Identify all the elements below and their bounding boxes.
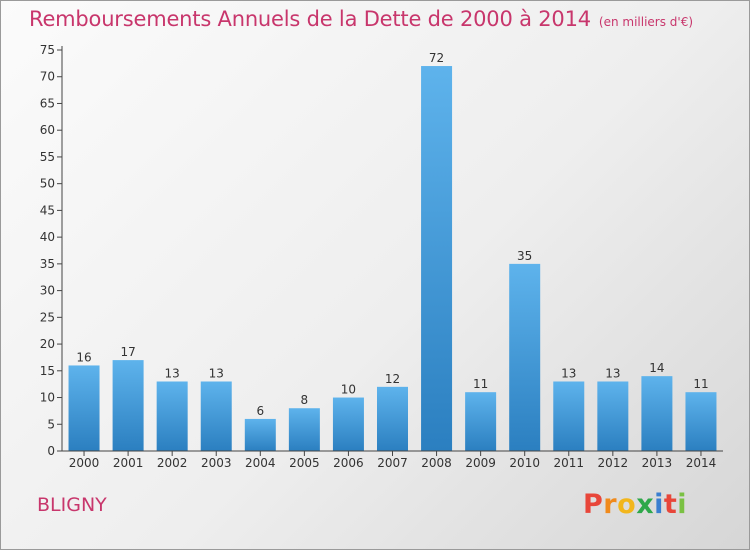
y-tick-label: 55	[40, 150, 55, 164]
bar-value-label: 13	[561, 366, 576, 380]
bar-2006	[332, 397, 364, 451]
logo-letter: P	[583, 489, 604, 520]
bar-2000	[68, 365, 100, 451]
bar-value-label: 8	[301, 393, 309, 407]
y-tick-label: 65	[40, 96, 55, 110]
logo-letter: i	[677, 489, 688, 520]
bar-value-label: 72	[429, 51, 444, 65]
x-tick-label: 2001	[113, 456, 144, 470]
bar-value-label: 17	[120, 345, 135, 359]
bar-2008	[421, 66, 453, 451]
x-tick-label: 2011	[553, 456, 584, 470]
x-tick-label: 2005	[289, 456, 320, 470]
y-tick-label: 70	[40, 70, 55, 84]
bar-value-label: 13	[165, 366, 180, 380]
bar-value-label: 11	[473, 377, 488, 391]
bar-2003	[200, 381, 232, 451]
y-tick-label: 15	[40, 364, 55, 378]
bar-2013	[641, 376, 673, 451]
bar-2005	[288, 408, 320, 451]
chart-title: Remboursements Annuels de la Dette de 20…	[29, 7, 693, 31]
bar-2004	[244, 418, 276, 451]
y-axis: 0 5 10 15 20 25 30 35 40 45 50 55 60 65 70 75	[40, 43, 63, 458]
x-tick-label: 2006	[333, 456, 364, 470]
bar-2009	[465, 392, 497, 451]
bar-value-label: 13	[605, 366, 620, 380]
logo-letter: i	[654, 489, 664, 520]
x-tick-label: 2014	[686, 456, 717, 470]
y-tick-label: 35	[40, 257, 55, 271]
y-tick-label: 25	[40, 310, 55, 324]
y-tick-label: 50	[40, 177, 55, 191]
bar-value-label: 14	[649, 361, 664, 375]
x-tick-label: 2013	[642, 456, 673, 470]
y-tick-label: 30	[40, 284, 55, 298]
x-tick-label: 2009	[465, 456, 496, 470]
x-tick-label: 2003	[201, 456, 232, 470]
logo-letter: r	[603, 489, 618, 520]
bar-value-label: 10	[341, 383, 356, 397]
x-tick-label: 2012	[598, 456, 629, 470]
bar-2011	[553, 381, 585, 451]
logo-letter: o	[617, 489, 637, 520]
x-tick-label: 2008	[421, 456, 452, 470]
title-text: Remboursements Annuels de la Dette de 20…	[29, 7, 591, 31]
bar-2010	[509, 263, 541, 451]
bar-2014	[685, 392, 717, 451]
x-tick-label: 2002	[157, 456, 188, 470]
logo-letter: t	[663, 489, 678, 520]
y-tick-label: 0	[47, 444, 55, 458]
y-tick-label: 5	[47, 417, 55, 431]
x-tick-label: 2010	[509, 456, 540, 470]
y-tick-label: 10	[40, 391, 55, 405]
x-tick-label: 2007	[377, 456, 408, 470]
bar-value-label: 6	[256, 404, 264, 418]
bar-value-label: 35	[517, 249, 532, 263]
bar-2002	[156, 381, 188, 451]
logo-letter: x	[636, 489, 655, 520]
x-axis: 2000 2001 2002 2003 2004 2005 2006 2007 2008 2009…	[62, 450, 723, 470]
y-tick-label: 60	[40, 123, 55, 137]
bar-value-label: 12	[385, 372, 400, 386]
bar-value-label: 13	[209, 366, 224, 380]
y-tick-label: 20	[40, 337, 55, 351]
x-tick-label: 2000	[69, 456, 100, 470]
bar-2012	[597, 381, 629, 451]
bar-2007	[377, 386, 408, 451]
commune-name: BLIGNY	[37, 494, 107, 516]
y-tick-label: 45	[40, 203, 55, 217]
y-tick-label: 75	[40, 43, 55, 57]
bar-2001	[112, 360, 144, 451]
bar-value-label: 16	[76, 350, 91, 364]
x-tick-label: 2004	[245, 456, 276, 470]
bars: 16 17 13 13 6 8 10 12 72 11 35 13 13 14 11	[68, 51, 717, 451]
bar-value-label: 11	[693, 377, 708, 391]
proxiti-logo: Proxiti	[583, 489, 687, 520]
title-unit: (en milliers d'€)	[598, 15, 694, 29]
y-tick-label: 40	[40, 230, 55, 244]
